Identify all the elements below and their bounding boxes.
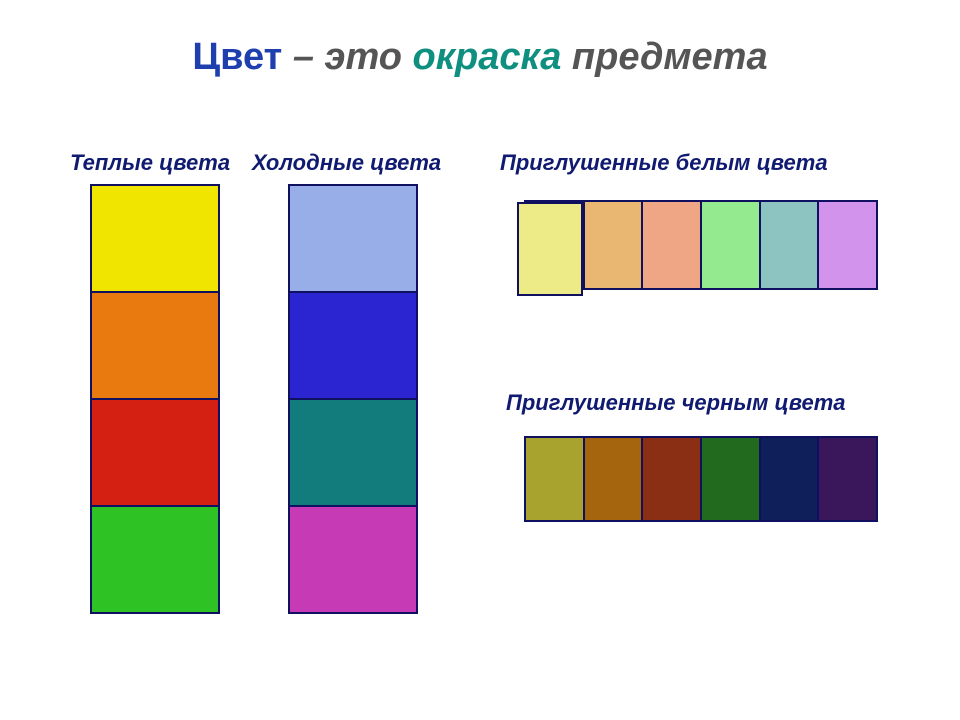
page-title: Цвет – это окраска предмета [0,36,960,79]
title-word-3: окраска [413,36,562,78]
title-space-2 [561,36,572,78]
muted-black-swatch [818,437,877,521]
muted-black-swatch [584,437,643,521]
warm-swatch [91,292,219,399]
muted-black-strip [524,436,878,522]
cool-swatch [289,399,417,506]
warm-swatch [91,185,219,292]
muted-white-swatch [642,201,701,289]
title-word-4: предмета [572,36,768,78]
warm-swatch [91,399,219,506]
title-word-2: это [325,36,402,78]
cool-swatch [289,185,417,292]
muted-white-first-swatch [517,202,583,296]
title-space-1 [402,36,413,78]
muted-white-swatch [584,201,643,289]
muted-black-swatch [701,437,760,521]
warm-swatch [91,506,219,613]
muted-white-label: Приглушенные белым цвета [500,150,828,176]
muted-white-swatch [701,201,760,289]
warm-colors-label: Теплые цвета [70,150,230,176]
muted-white-swatch [818,201,877,289]
muted-black-label: Приглушенные черным цвета [506,390,846,416]
muted-black-swatch [760,437,819,521]
muted-black-swatch [525,437,584,521]
cool-swatch [289,292,417,399]
muted-black-swatch [642,437,701,521]
title-word-1: Цвет [192,36,282,78]
cool-colors-strip [288,184,418,614]
cool-colors-label: Холодные цвета [252,150,441,176]
muted-white-swatch [760,201,819,289]
cool-swatch [289,506,417,613]
warm-colors-strip [90,184,220,614]
title-dash: – [282,36,324,78]
